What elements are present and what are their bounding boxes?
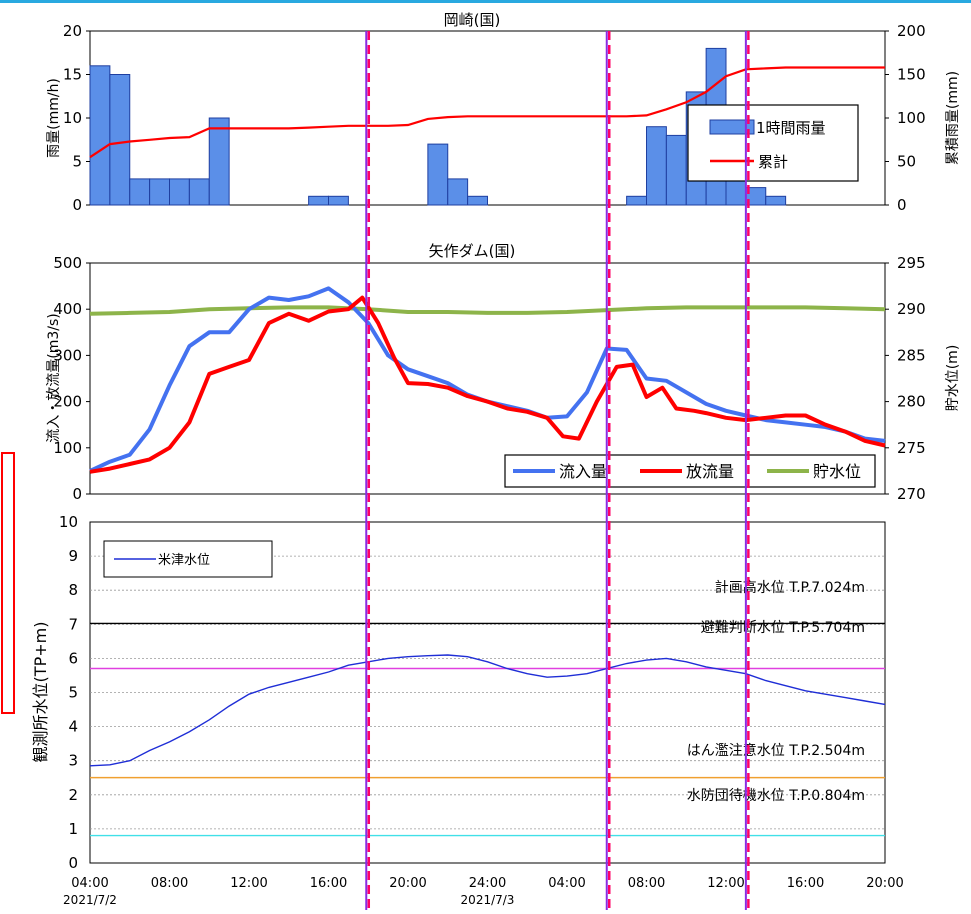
yonezu-level-line [89,654,886,767]
dam-flow-y-axis-label: 流入・放流量(m3/s) [46,313,62,442]
rain-bar [89,65,111,206]
water-level-y-tick-label: 1 [68,820,78,838]
cumulative-y-tick-label: 50 [897,153,916,171]
water-level-y-tick-label: 5 [68,684,78,702]
rain-y-tick-label: 20 [63,22,82,40]
reference-line-label: 水防団待機水位 T.P.0.804m [687,788,865,804]
dam-y-tick-label: 200 [53,393,82,411]
dam-level-y-axis-label: 貯水位(m) [945,345,961,412]
water-level-y-axis-label: 観測所水位(TP+m) [31,622,50,763]
reference-line-label: はん濫注意水位 T.P.2.504m [687,742,865,759]
water-level-y-tick-label: 7 [68,615,78,633]
water-level-y-tick-label: 6 [68,649,78,667]
cumulative-y-axis-label: 累積雨量(mm) [945,71,961,165]
rain-bar [208,117,230,206]
water-level-y-tick-label: 8 [68,581,78,599]
rainfall-chart-title: 岡崎(国) [444,11,501,29]
water-level-y-tick-label: 0 [68,854,78,872]
rain-bar [109,74,131,206]
dam-y-tick-label: 300 [53,346,82,364]
rain-bar [328,195,349,206]
reservoir-y-tick-label: 280 [897,393,926,411]
reservoir-y-tick-label: 275 [897,439,926,457]
rainfall-panel: 0 5 10 15 20 0 50 100 150 200 岡崎(国) 雨量(mm/h) 累積雨… [46,11,961,214]
dam-legend: 流入量 放流量 貯水位 [504,454,876,488]
dam-chart-title: 矢作ダム(国) [429,242,516,260]
reservoir-y-tick-label: 295 [897,254,926,272]
rain-bar [646,126,667,206]
x-tick-label: 20:00 [866,876,903,891]
water-level-y-tick-label: 9 [68,547,78,565]
legend-inflow-label: 流入量 [559,462,607,481]
rain-bar [765,195,787,206]
dam-y-tick-label: 400 [53,300,82,318]
rain-bar [467,195,488,206]
cumulative-y-tick-label: 150 [897,66,926,84]
water-level-y-tick-label: 10 [59,513,78,531]
rain-bar [188,178,210,206]
reference-line-label: 避難判断水位 T.P.5.704m [701,620,865,636]
rain-bar [626,195,647,206]
x-tick-label: 04:00 [71,876,108,891]
rain-y-tick-label: 5 [72,153,82,171]
legend-cumulative-label: 累計 [758,153,788,171]
legend-yonezu-label: 米津水位 [158,553,210,568]
x-tick-label: 08:00 [151,876,188,891]
reservoir-y-tick-label: 285 [897,346,926,364]
x-tick-date-label: 2021/7/3 [461,893,515,907]
rainfall-y-axis-label: 雨量(mm/h) [46,78,62,158]
legend-rain-swatch [709,119,755,135]
dam-panel: 0 100 200 300 400 500 270 275 280 285 290 295 矢作ダム… [46,242,961,503]
reservoir-y-tick-label: 290 [897,300,926,318]
dam-series-outflow [89,295,886,474]
rain-bar [447,178,469,206]
x-tick-label: 12:00 [707,876,744,891]
x-tick-label: 16:00 [787,876,824,891]
dam-y-tick-label: 100 [53,439,82,457]
x-tick-label: 20:00 [389,876,426,891]
reference-line-label: 計画高水位 T.P.7.024m [715,579,865,596]
x-tick-label: 04:00 [548,876,585,891]
rain-y-tick-label: 0 [72,196,82,214]
x-tick-date-label: 2021/7/2 [63,893,117,907]
dam-y-tick-label: 0 [72,485,82,503]
callout-box [1,452,15,714]
water-level-legend: 米津水位 [103,540,273,578]
rainfall-legend: 1時間雨量 累計 [687,104,859,182]
legend-reservoir-label: 貯水位 [813,462,861,481]
rain-y-tick-label: 10 [63,109,82,127]
cumulative-rain-line [89,66,885,159]
rain-bar [308,195,329,206]
rain-bar [129,178,151,206]
legend-rain-label: 1時間雨量 [756,119,826,137]
x-tick-label: 12:00 [230,876,267,891]
x-tick-label: 16:00 [310,876,347,891]
rain-bar [427,143,449,206]
water-level-y-tick-label: 3 [68,752,78,770]
dam-y-tick-label: 500 [53,254,82,272]
legend-outflow-label: 放流量 [686,462,734,481]
rain-bar [149,178,170,206]
cumulative-y-tick-label: 100 [897,109,926,127]
rain-y-tick-label: 15 [63,66,82,84]
x-tick-label: 24:00 [469,876,506,891]
rain-bar [665,134,687,206]
water-level-y-tick-label: 4 [68,718,78,736]
cumulative-y-tick-label: 200 [897,22,926,40]
reservoir-y-tick-label: 270 [897,485,926,503]
water-level-panel: 計画高水位 T.P.7.024m 避難判断水位 T.P.5.704m はん濫注意水位… [31,513,904,907]
x-tick-label: 08:00 [628,876,665,891]
water-level-y-tick-label: 2 [68,786,78,804]
dam-series-reservoir [89,305,886,316]
rain-bar [169,178,190,206]
cumulative-y-tick-label: 0 [897,196,907,214]
